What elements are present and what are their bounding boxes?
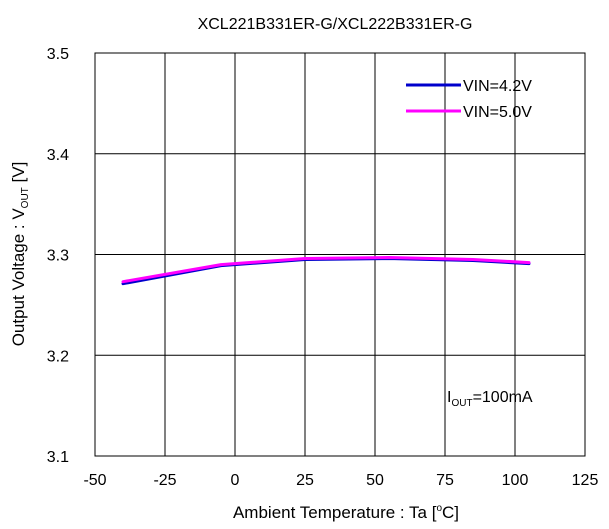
y-tick-label: 3.2: [47, 348, 69, 365]
x-tick-label: 100: [502, 472, 529, 489]
x-axis-label: Ambient Temperature : Ta [oC]: [233, 503, 459, 522]
series-line-1: [121, 256, 531, 284]
plot-frame: [94, 52, 586, 457]
x-tick-label: 50: [366, 472, 384, 489]
x-tick-label: 0: [231, 472, 240, 489]
x-tick-label: 75: [436, 472, 454, 489]
series-lines: [121, 256, 531, 286]
y-axis-label: Output Voltage : VOUT [V]: [9, 162, 31, 347]
y-tick-label: 3.5: [47, 46, 69, 63]
y-tick-labels: 3.1 3.2 3.3 3.4 3.5: [47, 46, 69, 466]
x-tick-label: 25: [296, 472, 314, 489]
y-tick-label: 3.1: [47, 449, 69, 466]
x-tick-label: -50: [83, 472, 106, 489]
current-annotation: IOUT=100mA: [447, 389, 533, 409]
x-tick-label: 125: [572, 472, 599, 489]
legend: VIN=4.2V VIN=5.0V: [406, 78, 532, 121]
chart-title: XCL221B331ER-G/XCL222B331ER-G: [198, 16, 473, 33]
y-tick-label: 3.3: [47, 248, 69, 265]
x-tick-labels: -50 -25 0 25 50 75 100 125: [83, 472, 598, 489]
legend-label-1: VIN=5.0V: [463, 104, 532, 121]
y-tick-label: 3.4: [47, 147, 69, 164]
x-tick-label: -25: [153, 472, 176, 489]
legend-label-0: VIN=4.2V: [463, 78, 532, 95]
